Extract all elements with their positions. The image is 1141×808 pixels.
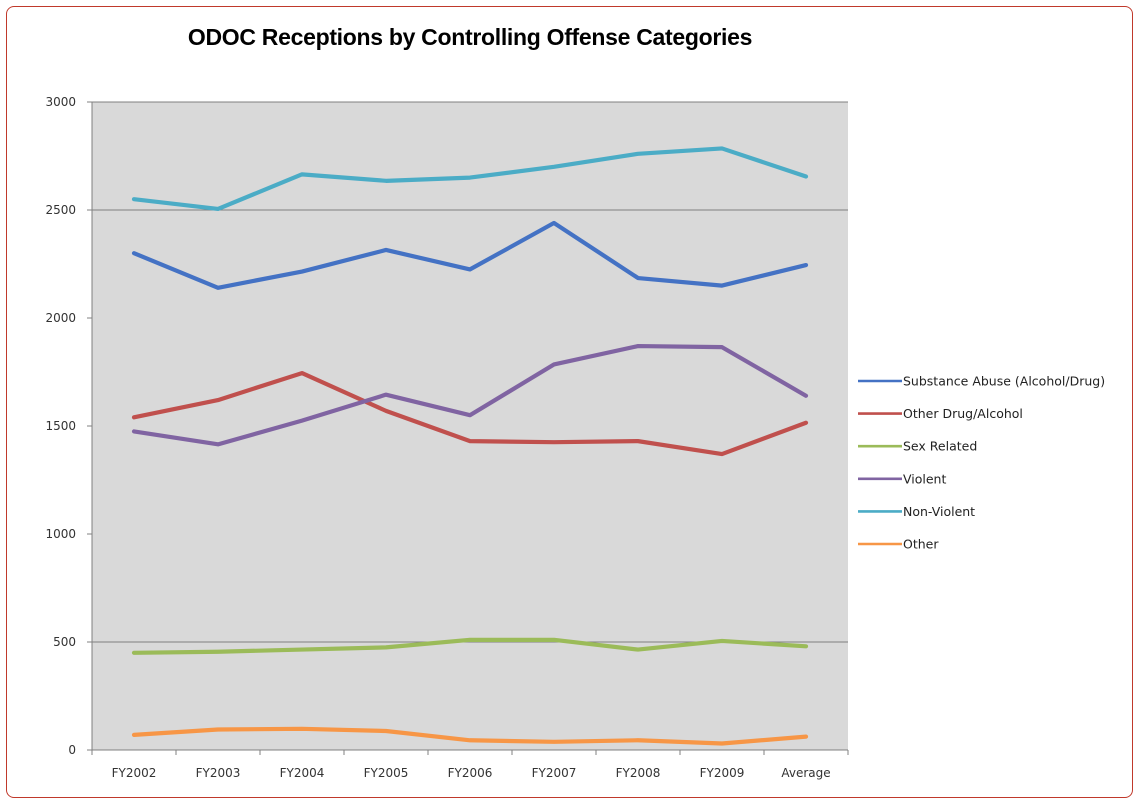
x-tick-label: FY2004: [280, 766, 325, 780]
y-tick-label: 2000: [45, 311, 76, 325]
x-tick-label: Average: [781, 766, 830, 780]
chart-title: ODOC Receptions by Controlling Offense C…: [187, 24, 753, 50]
legend-label: Other Drug/Alcohol: [903, 406, 1023, 421]
legend-label: Violent: [903, 471, 946, 486]
y-tick-label: 2500: [45, 203, 76, 217]
series-line-2: [131, 637, 809, 655]
legend-label: Substance Abuse (Alcohol/Drug): [903, 374, 1105, 389]
x-tick-label: FY2009: [700, 766, 745, 780]
legend-label: Non-Violent: [903, 504, 975, 519]
series-line-3: [131, 343, 809, 447]
axes: 0 500 1000 1500 2000 2500 3000 FY2002 FY2003 FY20…: [45, 95, 849, 780]
x-tick-label: FY2007: [532, 766, 577, 780]
series-line-4: [131, 146, 809, 212]
series-line-5: [131, 726, 809, 746]
x-tick-label: FY2006: [448, 766, 493, 780]
x-tick-label: FY2005: [364, 766, 409, 780]
series-line-0: [131, 220, 809, 290]
y-tick-label: 1500: [45, 419, 76, 433]
x-tick-label: FY2008: [616, 766, 661, 780]
legend-label: Sex Related: [903, 439, 977, 454]
y-tick-label: 0: [68, 743, 76, 757]
series-line-1: [131, 370, 809, 457]
x-tick-label: FY2002: [112, 766, 157, 780]
x-tick-label: FY2003: [196, 766, 241, 780]
legend: Substance Abuse (Alcohol/Drug) Other Drug…: [858, 374, 1105, 552]
y-tick-label: 500: [53, 635, 76, 649]
y-tick-label: 1000: [45, 527, 76, 541]
y-tick-label: 3000: [45, 95, 76, 109]
series-lines: [131, 146, 809, 746]
legend-label: Other: [903, 537, 939, 552]
